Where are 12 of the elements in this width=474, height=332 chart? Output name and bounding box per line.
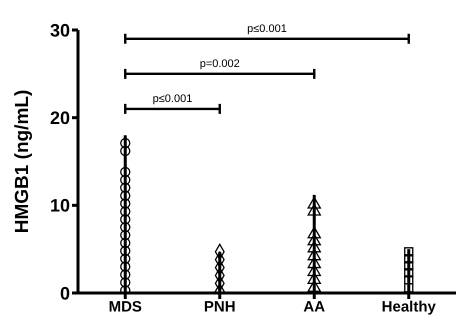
x-tick-label: Healthy xyxy=(382,298,436,316)
y-tick-label: 0 xyxy=(60,283,70,304)
y-tick-label: 10 xyxy=(50,196,70,216)
y-tick-label: 20 xyxy=(50,108,70,128)
annotation: p≤0.001 xyxy=(247,22,287,35)
annotation: p=0.002 xyxy=(200,58,240,70)
x-tick-label: MDS xyxy=(108,298,142,316)
y-axis-title: HMGB1 (ng/mL) xyxy=(12,90,33,234)
x-tick-label: AA xyxy=(303,298,326,316)
x-tick-label: PNH xyxy=(204,298,236,316)
y-tick-label: 30 xyxy=(50,20,70,40)
annotation: p≤0.001 xyxy=(152,92,192,105)
